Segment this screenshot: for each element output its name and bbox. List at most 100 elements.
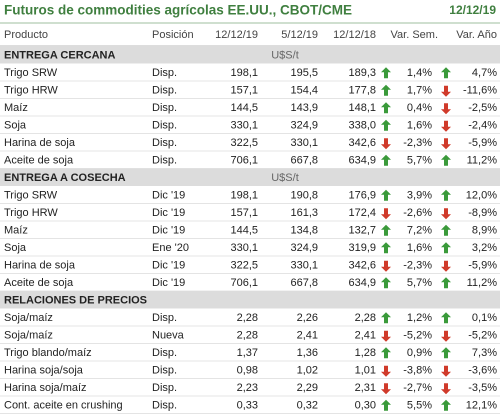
cell: 2,28 xyxy=(237,312,258,324)
cell: Dic '19 xyxy=(152,260,185,272)
cell: 3,2% xyxy=(472,242,497,254)
cell: 2,23 xyxy=(237,382,258,394)
cell: Dic '19 xyxy=(152,225,185,237)
cell: -2,5% xyxy=(468,102,497,114)
cell: 5,5% xyxy=(407,400,432,412)
cell: Harina soja/soja xyxy=(4,365,84,377)
cell: Ene '20 xyxy=(152,242,189,254)
arrow-down xyxy=(441,383,451,395)
cell: -3,6% xyxy=(468,365,497,377)
cell: 322,5 xyxy=(230,137,258,149)
cell: Trigo SRW xyxy=(4,67,58,79)
section-unit: U$S/t xyxy=(271,172,299,184)
arrow-up xyxy=(441,224,451,236)
cell: Trigo SRW xyxy=(4,190,58,202)
cell: 2,41 xyxy=(355,330,376,342)
section-header xyxy=(0,46,500,64)
cell: -11,6% xyxy=(463,85,497,97)
arrow-down xyxy=(381,330,391,342)
cell: 144,5 xyxy=(230,225,258,237)
cell: Harina soja/maíz xyxy=(4,382,87,394)
cell: 667,8 xyxy=(290,277,318,289)
cell: Disp. xyxy=(152,365,177,377)
cell: 7,2% xyxy=(407,225,432,237)
arrow-up xyxy=(381,224,391,236)
cell: Trigo HRW xyxy=(4,85,58,97)
arrow-down xyxy=(381,138,391,150)
cell: 330,1 xyxy=(230,120,258,132)
cell: 1,7% xyxy=(407,85,432,97)
arrow-up xyxy=(441,399,451,411)
cell: Trigo blando/maíz xyxy=(4,347,92,359)
cell: 148,1 xyxy=(348,102,376,114)
cell: Soja/maíz xyxy=(4,330,53,342)
cell: 1,6% xyxy=(407,120,432,132)
arrow-up xyxy=(381,119,391,131)
cell: Aceite de soja xyxy=(4,155,74,167)
arrow-up xyxy=(381,189,391,201)
section-title: RELACIONES DE PRECIOS xyxy=(4,295,147,307)
cell: 0,32 xyxy=(297,400,318,412)
cell: 189,3 xyxy=(348,67,376,79)
arrow-up xyxy=(381,102,391,114)
cell: 1,01 xyxy=(355,365,376,377)
date: 12/12/19 xyxy=(449,3,496,17)
cell: 8,9% xyxy=(472,225,497,237)
cell: 330,1 xyxy=(290,137,318,149)
arrow-down xyxy=(381,383,391,395)
arrow-down xyxy=(441,138,451,150)
cell: 172,4 xyxy=(348,207,376,219)
cell: -5,2% xyxy=(403,330,432,342)
cell: Disp. xyxy=(152,137,177,149)
section-unit: U$S/t xyxy=(271,50,299,62)
cell: 11,2% xyxy=(467,155,498,167)
arrow-up xyxy=(381,67,391,79)
cell: -3,8% xyxy=(403,365,432,377)
arrow-up xyxy=(381,242,391,254)
arrow-up xyxy=(441,189,451,201)
cell: Dic '19 xyxy=(152,207,185,219)
arrow-up xyxy=(381,154,391,166)
column-header: Posición xyxy=(152,29,194,41)
cell: 12,1% xyxy=(466,400,497,412)
section-title: ENTREGA CERCANA xyxy=(4,50,115,62)
cell: 330,1 xyxy=(290,260,318,272)
cell: -3,5% xyxy=(468,382,497,394)
cell: 2,41 xyxy=(297,330,318,342)
cell: Disp. xyxy=(152,85,177,97)
arrow-up xyxy=(381,277,391,289)
cell: Disp. xyxy=(152,400,177,412)
cell: 0,33 xyxy=(237,400,258,412)
arrow-up xyxy=(441,277,451,289)
cell: Disp. xyxy=(152,120,177,132)
cell: Trigo HRW xyxy=(4,207,58,219)
cell: Disp. xyxy=(152,102,177,114)
section-title: ENTREGA A COSECHA xyxy=(4,172,126,184)
cell: 706,1 xyxy=(230,155,258,167)
cell: 11,2% xyxy=(467,277,498,289)
cell: -2,4% xyxy=(468,120,497,132)
cell: Cont. aceite en crushing xyxy=(4,400,123,412)
column-header: Var. Año xyxy=(456,29,497,41)
cell: Disp. xyxy=(152,312,177,324)
cell: 2,29 xyxy=(297,382,318,394)
cell: Maíz xyxy=(4,225,28,237)
cell: Nueva xyxy=(152,330,185,342)
cell: 319,9 xyxy=(348,242,376,254)
cell: 4,7% xyxy=(472,67,497,79)
arrow-down xyxy=(441,260,451,272)
cell: Disp. xyxy=(152,347,177,359)
cell: 667,8 xyxy=(290,155,318,167)
cell: Harina de soja xyxy=(4,137,76,149)
cell: -5,9% xyxy=(468,137,497,149)
arrow-up xyxy=(381,84,391,96)
column-header: 5/12/19 xyxy=(281,29,318,41)
cell: 322,5 xyxy=(230,260,258,272)
arrow-up xyxy=(381,399,391,411)
cell: 5,7% xyxy=(407,277,432,289)
cell: Soja/maíz xyxy=(4,312,53,324)
cell: 1,36 xyxy=(297,347,318,359)
arrow-down xyxy=(441,120,451,132)
arrow-up xyxy=(441,312,451,324)
